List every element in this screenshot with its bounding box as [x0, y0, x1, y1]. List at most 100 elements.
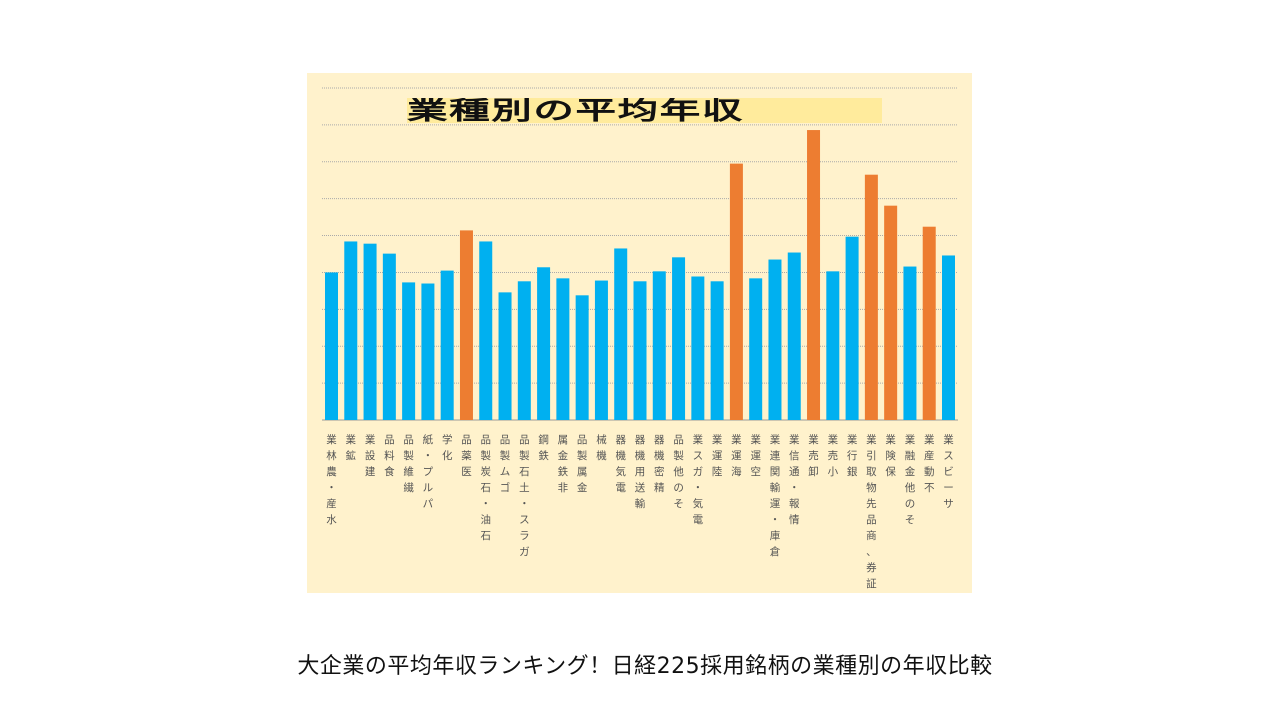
bar: [807, 130, 821, 420]
x-tick-label-char: 庫: [769, 530, 781, 542]
bar: [903, 266, 917, 420]
x-tick-label-char: 品: [384, 434, 395, 446]
x-tick-label-char: 鉄: [557, 466, 569, 478]
x-tick-label-char: 輸: [634, 498, 646, 510]
x-tick-label-char: 運: [750, 450, 761, 462]
x-tick-label-char: ル: [422, 482, 434, 494]
x-tick-label-char: そ: [673, 498, 684, 510]
bar: [672, 257, 686, 420]
bar: [479, 241, 493, 420]
x-tick-label-char: ガ: [692, 466, 704, 478]
x-tick-label-char: 業: [711, 434, 723, 446]
x-tick-label-char: 機: [596, 450, 607, 462]
x-tick-label-char: 保: [885, 466, 896, 478]
x-tick-label-char: 機: [634, 450, 646, 462]
x-tick-label-char: 料: [384, 450, 395, 462]
x-tick-label-char: 製: [499, 450, 511, 462]
x-tick-label-char: ス: [943, 450, 954, 462]
x-tick-label: 石油・石炭製品: [479, 432, 493, 592]
x-tick-label-char: 報: [789, 498, 800, 510]
x-tick-label-char: 器: [654, 434, 665, 446]
bar: [691, 276, 705, 420]
x-tick-label-char: 業: [827, 434, 839, 446]
x-tick-label-char: 輸: [769, 482, 781, 494]
x-tick-label-char: 精: [654, 482, 665, 494]
x-tick-label-char: 繊: [403, 482, 414, 494]
x-tick-label-char: 他: [904, 482, 916, 494]
x-tick-label: 電気・ガス業: [691, 432, 705, 592]
x-tick-label-char: ガ: [519, 546, 530, 558]
x-tick-label: 鉱業: [344, 432, 358, 592]
x-tick-label-char: 通: [789, 466, 800, 478]
x-tick-label-char: 小: [827, 466, 839, 478]
chart-title-text: 業種別の平均年収: [407, 98, 744, 123]
x-tick-label-char: 商: [866, 530, 877, 542]
x-tick-label-char: 陸: [711, 466, 723, 478]
x-tick-label-char: 林: [326, 450, 337, 462]
x-tick-label-char: 学: [441, 434, 453, 446]
x-tick-label-char: 電: [692, 514, 704, 526]
x-tick-label-char: 物: [866, 482, 877, 494]
x-tick-label-char: 業: [866, 434, 877, 446]
x-tick-label-char: 険: [885, 450, 896, 462]
x-tick-label: パルプ・紙: [421, 432, 435, 592]
bar: [537, 267, 551, 420]
x-tick-label: その他製品: [672, 432, 686, 592]
x-tick-label-char: 土: [519, 482, 530, 494]
x-tick-label-char: 動: [923, 466, 935, 478]
x-tick-label-char: 鉱: [345, 450, 357, 462]
x-tick-label-char: プ: [422, 466, 434, 478]
x-tick-label-char: そ: [904, 514, 916, 526]
x-tick-label-char: 倉: [769, 546, 781, 558]
bar: [421, 283, 435, 420]
x-tick-label: 水産・農林業: [325, 432, 339, 592]
x-tick-label-char: 紙: [422, 434, 434, 446]
x-tick-label-char: 食: [384, 466, 395, 478]
bar: [845, 236, 859, 420]
x-tick-label: 小売業: [826, 432, 840, 592]
x-tick-label-char: 業: [769, 434, 781, 446]
x-tick-label-char: ・: [480, 498, 492, 510]
bar: [729, 163, 743, 420]
x-tick-label-char: 農: [326, 466, 337, 478]
bar: [344, 241, 358, 420]
x-tick-label-char: ・: [326, 482, 337, 494]
x-tick-label-char: 信: [789, 450, 800, 462]
bar: [575, 295, 589, 420]
x-tick-label-char: 製: [403, 450, 414, 462]
x-tick-label-char: 気: [615, 466, 626, 478]
x-tick-label-char: 品: [576, 434, 588, 446]
x-tick-label-char: 業: [923, 434, 935, 446]
x-tick-label: 証券 、 商品先物取引業: [864, 432, 878, 592]
x-tick-label-char: 気: [692, 498, 704, 510]
x-tick-label-char: の: [673, 482, 684, 494]
x-tick-label-char: 産: [326, 498, 337, 510]
x-tick-label-char: 製: [673, 450, 684, 462]
x-tick-label-char: 業: [364, 434, 376, 446]
x-tick-label-char: ゴ: [499, 482, 511, 494]
x-tick-label: 輸送用機器: [633, 432, 647, 592]
x-tick-label-char: の: [904, 498, 916, 510]
x-tick-label-char: 証: [866, 578, 877, 590]
bar: [382, 253, 396, 420]
x-tick-label-char: 業: [885, 434, 896, 446]
x-tick-label-char: ・: [519, 498, 530, 510]
x-tick-label-char: 非: [557, 482, 569, 494]
x-tick-label-char: パ: [422, 498, 434, 510]
x-tick-label-char: 鋼: [538, 434, 549, 446]
x-tick-label-char: ー: [943, 482, 954, 494]
x-tick-label-char: 電: [615, 482, 626, 494]
x-tick-label: 機械: [594, 432, 608, 592]
x-tick-label: 卸売業: [807, 432, 821, 592]
x-tick-label-char: 薬: [461, 450, 472, 462]
x-tick-label-char: 海: [731, 466, 742, 478]
x-tick-label-char: 品: [499, 434, 511, 446]
x-tick-label-char: 業: [943, 434, 954, 446]
x-tick-label-char: 引: [866, 450, 877, 462]
x-tick-label-char: 、: [866, 546, 877, 558]
x-tick-label-char: 化: [441, 450, 453, 462]
x-tick-label-char: 建: [364, 466, 376, 478]
x-tick-label-char: ス: [519, 514, 530, 526]
x-tick-label-char: 石: [480, 482, 492, 494]
x-tick-label-char: 品: [866, 514, 877, 526]
